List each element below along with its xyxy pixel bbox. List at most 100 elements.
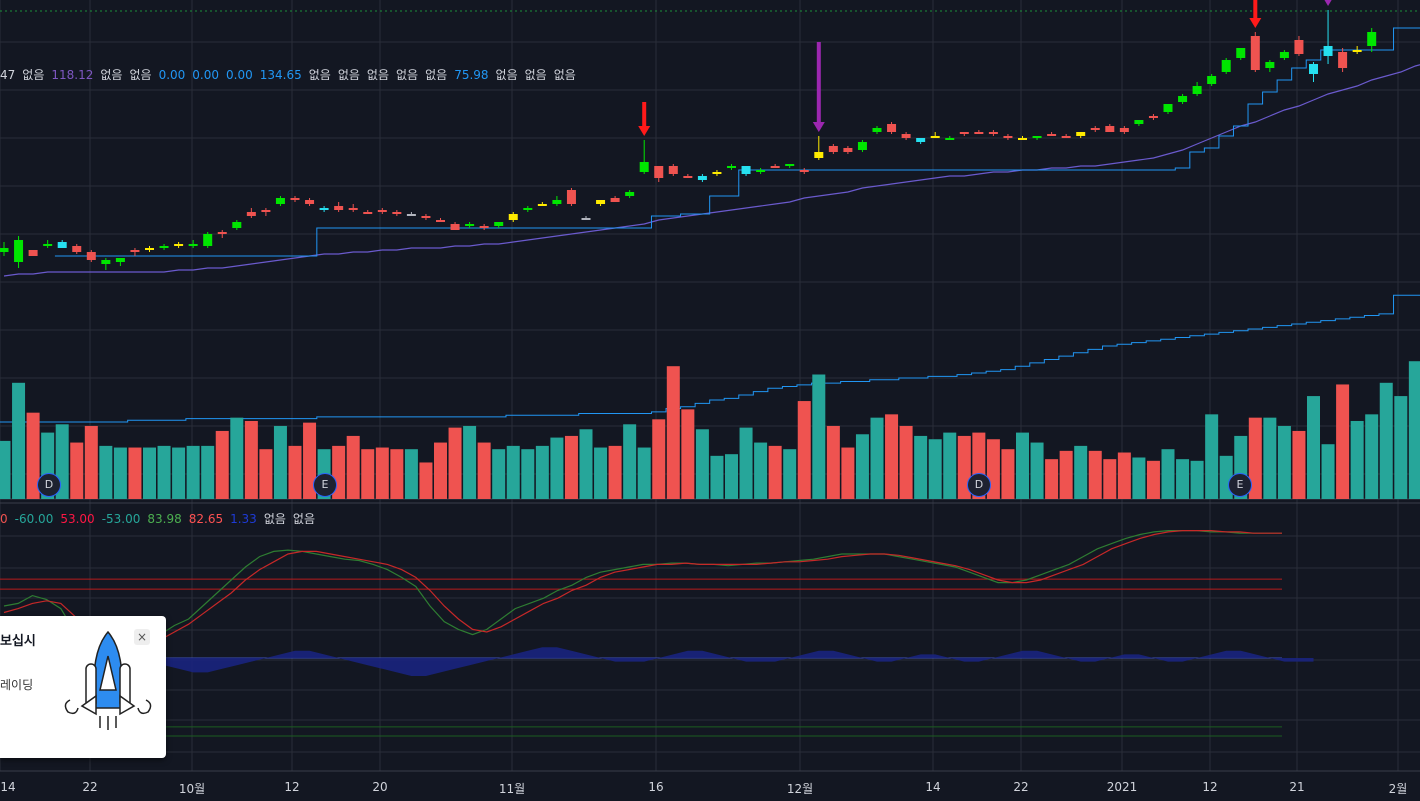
close-icon[interactable]: × [134,629,150,645]
trailing-stop-line [54,27,1420,257]
legend-value: 없음 [553,68,576,82]
candle-body [1032,136,1042,138]
volume-bar [113,447,127,499]
volume-bar [754,442,768,499]
candle-body [930,136,940,138]
candle-body [1105,126,1115,132]
volume-bar [1379,382,1393,499]
volume-bar [1117,452,1131,499]
candle-body [421,216,431,218]
candle-body [290,198,300,200]
legend-value: 없음 [524,68,547,82]
legend-value: 없음 [495,68,518,82]
candle-body [727,166,736,168]
volume-bar [812,374,826,499]
volume-bar [1408,361,1420,499]
candle-body [130,250,140,252]
candle-body [959,132,969,134]
legend-value: 없음 [308,68,331,82]
candle-body [28,250,38,256]
promo-popup[interactable]: 보십시 레이딩 × [0,616,166,758]
candle-body [1003,136,1013,138]
volume-bar [666,366,680,499]
volume-bar [434,442,447,499]
candle-body [1018,138,1027,140]
volume-bar [623,424,637,499]
signal-arrow [816,42,821,124]
candle-body [887,124,897,132]
volume-bar [1292,430,1306,499]
candle-body [188,244,198,246]
x-tick-label: 11월 [498,782,526,796]
event-marker[interactable]: E [1228,473,1252,497]
event-marker[interactable]: D [37,473,61,497]
candle-body [319,208,329,210]
candle-body [203,234,213,246]
candle-body [406,214,416,216]
legend-value: 75.98 [454,68,489,82]
volume-bar [99,445,113,499]
candle-body [581,218,591,220]
candle-body [537,204,547,206]
x-tick-label: 16 [648,780,664,794]
x-tick-label: 14 [0,780,16,794]
volume-bar [1277,425,1291,499]
volume-bar [928,439,942,499]
volume-bar [1190,460,1204,499]
volume-bar [1045,459,1059,499]
candle-body [712,172,722,174]
volume-bar [1030,442,1044,499]
volume-bar [390,449,404,499]
candle-body [232,222,242,228]
volume-bar [1263,417,1277,499]
candle-body [246,212,256,216]
candle-body [741,166,751,174]
candle-body [450,224,460,230]
volume-bar [1365,414,1379,499]
cumulative-step-line [0,294,1420,423]
signal-arrow [1253,0,1258,20]
candle-body [625,192,635,196]
volume-bar [259,449,273,499]
candle-body [566,190,576,204]
signal-arrow-head [1249,18,1262,28]
candle-body [916,138,926,142]
volume-bar [375,447,389,499]
popup-title: 보십시 [0,634,36,649]
volume-bar [899,425,913,499]
event-marker[interactable]: D [967,473,991,497]
candle-body [639,162,649,172]
candle-body [785,164,795,166]
volume-bar [885,414,899,499]
volume-bar [70,442,84,499]
candle-body [668,166,678,174]
candle-body [1148,116,1158,118]
volume-bar [477,442,491,499]
candle-body [145,248,154,250]
legend-value: 47 [0,68,16,82]
candle-body [217,232,227,234]
legend-value: 없음 [337,68,360,82]
volume-bar [783,449,797,499]
x-tick-label: 12월 [786,782,814,796]
candle-body [945,138,955,140]
volume-bar [870,417,884,499]
volume-bar [1161,449,1175,499]
osc-legend-value: -60.00 [14,512,54,526]
volume-bar [1307,396,1320,499]
candle-body [1090,128,1100,130]
candle-body [101,260,111,264]
candle-body [363,212,373,214]
osc-legend-value: -53.00 [101,512,141,526]
event-marker[interactable]: E [313,473,337,497]
volume-bar [855,434,869,499]
volume-bar [1016,432,1029,499]
candle-body [1323,46,1333,56]
volume-bar [535,445,549,499]
legend-value: 0.00 [158,68,186,82]
volume-bar [841,447,855,499]
candle-body [1265,62,1275,68]
legend-value: 없음 [100,68,123,82]
popup-body: 레이딩 [0,678,34,692]
